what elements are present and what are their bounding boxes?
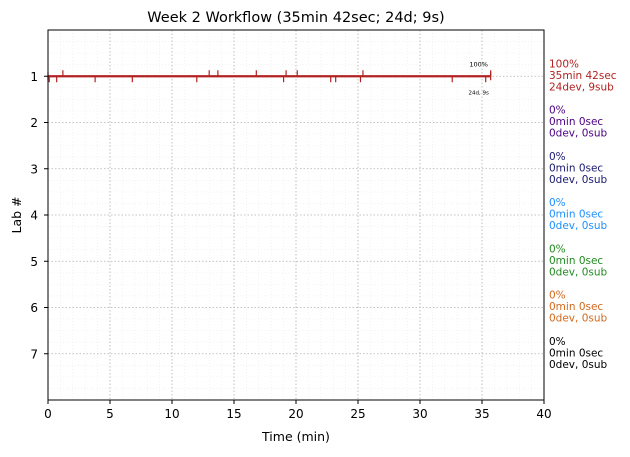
- x-tick-label: 40: [536, 407, 551, 421]
- lab-1-count-label: 24dev, 9sub: [549, 81, 614, 93]
- x-tick-label: 5: [106, 407, 114, 421]
- y-axis-label: Lab #: [9, 196, 24, 233]
- y-tick-label: 4: [30, 209, 38, 223]
- y-tick-label: 7: [30, 347, 38, 361]
- x-tick-label: 25: [350, 407, 365, 421]
- lab-1-inline-percent: 100%: [469, 60, 488, 68]
- lab-4-percent-label: 0%: [549, 197, 566, 209]
- lab-6-count-label: 0dev, 0sub: [549, 313, 608, 325]
- lab-3-time-label: 0min 0sec: [549, 162, 603, 174]
- tick-layer: 0 5 10 15 20 25 30 35 40 1 2 3 4 5 6 7: [30, 70, 551, 421]
- lab-2-count-label: 0dev, 0sub: [549, 128, 608, 140]
- y-tick-label: 3: [30, 162, 38, 176]
- lab-1-percent-label: 100%: [549, 58, 579, 70]
- lab-6-time-label: 0min 0sec: [549, 301, 603, 313]
- lab-5-percent-label: 0%: [549, 243, 566, 255]
- x-tick-label: 35: [474, 407, 489, 421]
- lab-6-percent-label: 0%: [549, 290, 566, 302]
- lab-7-count-label: 0dev, 0sub: [549, 359, 608, 371]
- lab-2-percent-label: 0%: [549, 105, 566, 117]
- lab-1-time-label: 35min 42sec: [549, 70, 617, 82]
- y-tick-label: 5: [30, 255, 38, 269]
- x-axis-label: Time (min): [261, 429, 330, 444]
- x-tick-label: 10: [164, 407, 179, 421]
- lab-1-inline-counts: 24d, 9s: [469, 90, 489, 96]
- y-tick-label: 1: [30, 70, 38, 84]
- series-layer: 100% 24d, 9s: [47, 60, 492, 96]
- grid-layer: [48, 30, 544, 400]
- lab-2-time-label: 0min 0sec: [549, 116, 603, 128]
- lab-5-time-label: 0min 0sec: [549, 255, 603, 267]
- lab-4-count-label: 0dev, 0sub: [549, 220, 608, 232]
- x-tick-label: 20: [288, 407, 303, 421]
- y-tick-label: 2: [30, 116, 38, 130]
- lab-3-count-label: 0dev, 0sub: [549, 174, 608, 186]
- lab-3-percent-label: 0%: [549, 151, 566, 163]
- x-tick-label: 0: [44, 407, 52, 421]
- x-tick-label: 15: [226, 407, 241, 421]
- lab-7-time-label: 0min 0sec: [549, 347, 603, 359]
- lab-7-percent-label: 0%: [549, 336, 566, 348]
- chart-title: Week 2 Workflow (35min 42sec; 24d; 9s): [147, 10, 444, 26]
- x-tick-label: 30: [412, 407, 427, 421]
- lab-5-count-label: 0dev, 0sub: [549, 266, 608, 278]
- lab-4-time-label: 0min 0sec: [549, 209, 603, 221]
- y-tick-label: 6: [30, 301, 38, 315]
